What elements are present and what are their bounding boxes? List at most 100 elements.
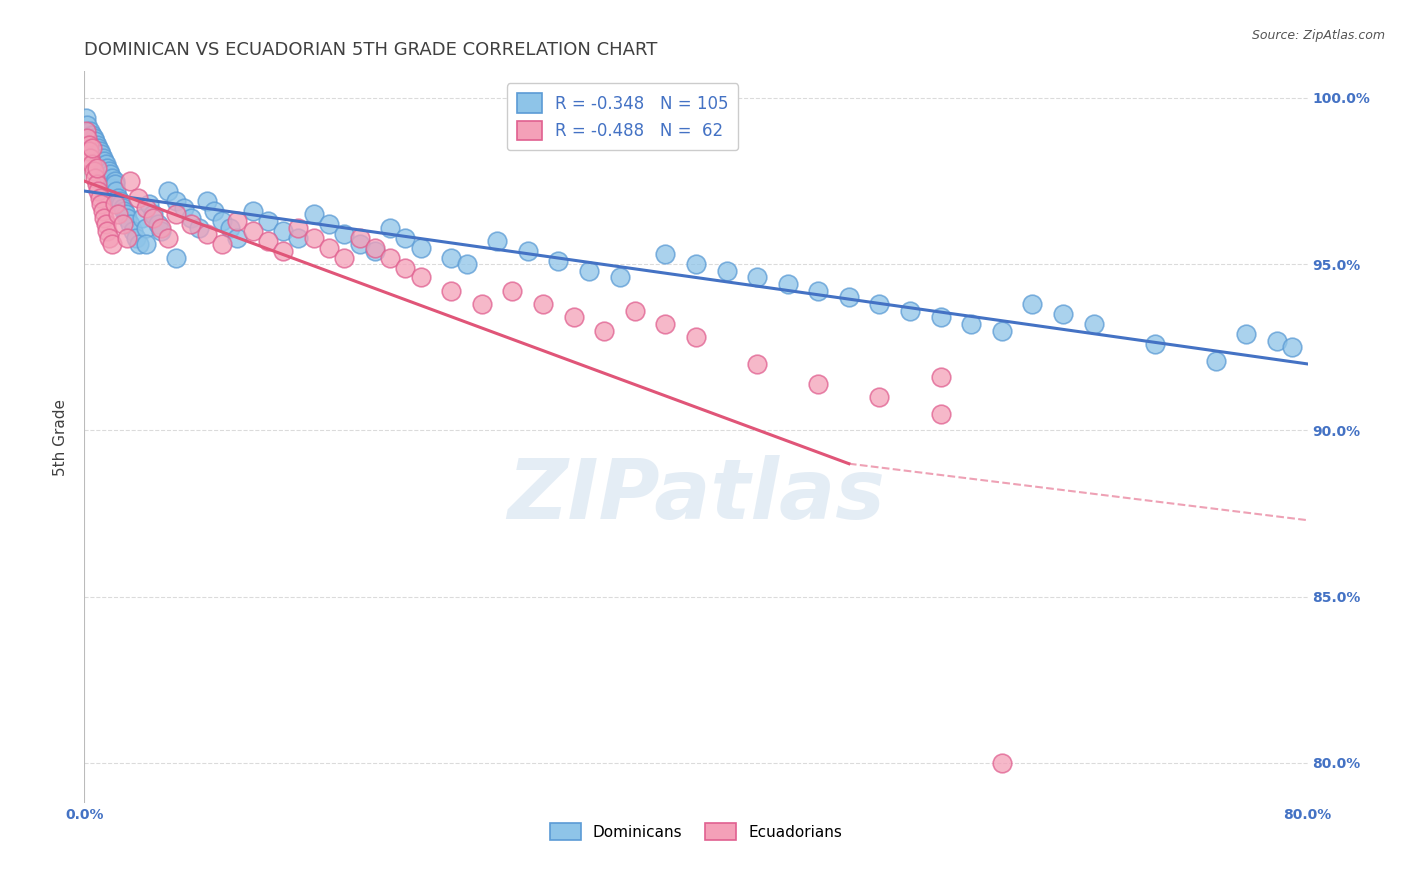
Point [287,220,309,235]
Point [86,178,108,192]
Point [101,237,124,252]
Point [89,151,111,165]
Point [440,251,463,265]
Point [98,174,121,188]
Point [93,161,115,175]
Point [83,164,105,178]
Point [380,251,402,265]
Text: Source: ZipAtlas.com: Source: ZipAtlas.com [1251,29,1385,42]
Point [654,247,676,261]
Point [180,217,202,231]
Point [1236,326,1258,341]
Point [90,197,112,211]
Point [86,137,108,152]
Point [547,253,569,268]
Point [1205,353,1227,368]
Point [94,217,117,231]
Point [80,134,103,148]
Point [104,178,127,192]
Point [87,184,110,198]
Point [80,141,103,155]
Point [257,214,280,228]
Point [202,204,225,219]
Point [101,178,124,192]
Point [84,134,107,148]
Point [138,197,160,211]
Point [394,230,416,244]
Point [211,214,233,228]
Point [1265,334,1288,348]
Point [149,220,172,235]
Point [79,124,101,138]
Point [101,170,124,185]
Point [195,194,218,208]
Point [104,197,127,211]
Point [91,151,114,165]
Point [103,180,125,194]
Point [135,201,157,215]
Point [135,237,157,252]
Point [142,207,165,221]
Point [195,227,218,242]
Point [75,124,97,138]
Point [242,224,264,238]
Point [75,111,97,125]
Point [486,234,509,248]
Point [180,211,202,225]
Point [107,191,129,205]
Point [76,118,98,132]
Point [349,230,371,244]
Point [609,270,631,285]
Point [991,324,1014,338]
Point [257,234,280,248]
Point [654,317,676,331]
Point [76,131,98,145]
Point [89,191,111,205]
Point [97,164,120,178]
Point [173,201,195,215]
Point [87,147,110,161]
Point [111,217,134,231]
Point [929,310,952,325]
Point [364,244,387,258]
Point [242,204,264,219]
Point [869,297,891,311]
Point [165,194,187,208]
Point [115,230,138,244]
Point [333,227,356,242]
Point [91,157,114,171]
Point [97,230,120,244]
Point [838,290,860,304]
Point [456,257,478,271]
Point [898,303,921,318]
Point [869,390,891,404]
Point [807,376,830,391]
Point [188,220,211,235]
Point [96,224,118,238]
Point [593,324,616,338]
Point [1143,337,1166,351]
Point [302,230,325,244]
Text: ZIPatlas: ZIPatlas [508,455,884,536]
Point [80,157,103,171]
Point [318,217,340,231]
Point [440,284,463,298]
Point [142,211,165,225]
Point [98,168,121,182]
Point [1052,307,1074,321]
Point [776,277,799,292]
Point [122,224,145,238]
Point [108,194,131,208]
Point [226,230,249,244]
Point [624,303,647,318]
Point [747,357,769,371]
Point [516,244,538,258]
Point [83,131,105,145]
Point [409,270,432,285]
Point [165,251,187,265]
Point [84,170,107,185]
Point [991,756,1014,770]
Point [105,184,128,198]
Point [128,237,150,252]
Point [149,224,172,238]
